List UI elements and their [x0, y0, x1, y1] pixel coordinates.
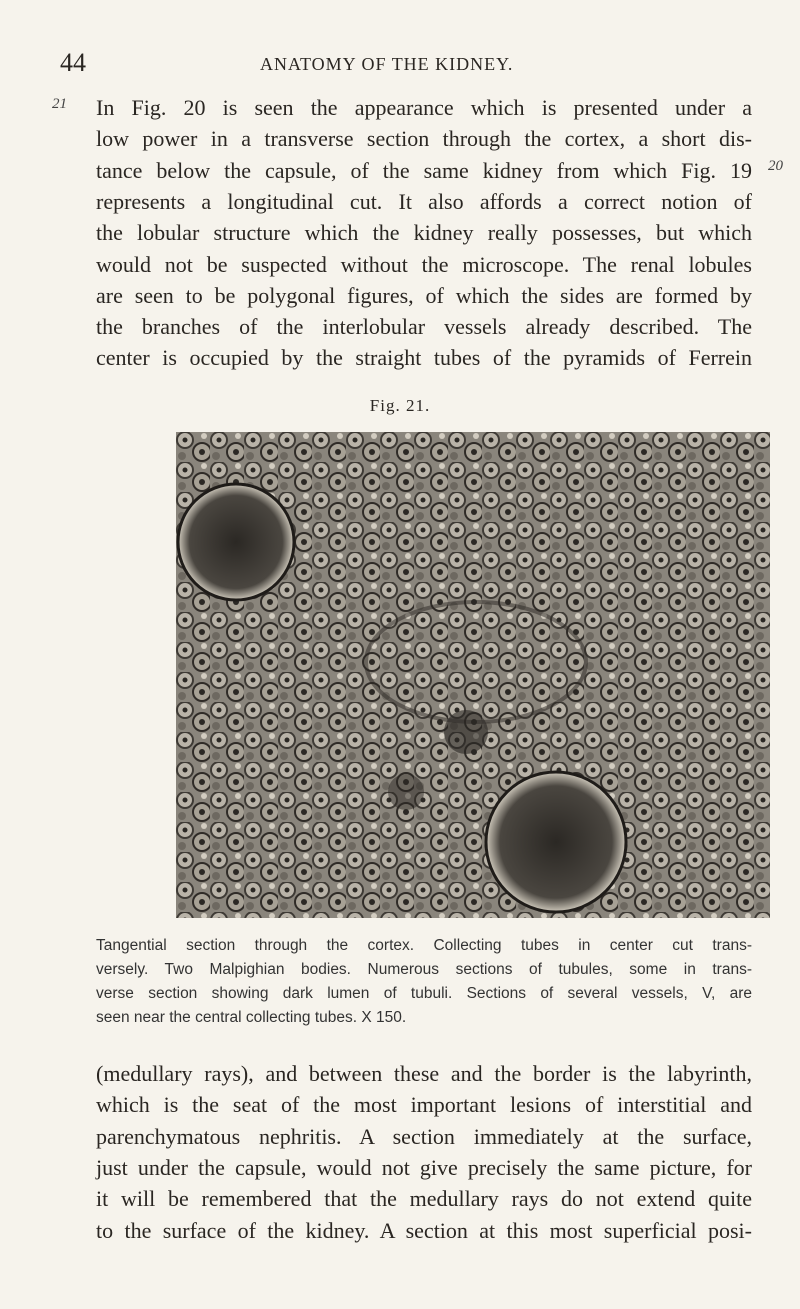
- text-line: tance below the capsule, of the same kid…: [96, 157, 752, 183]
- text-line: it will be remembered that the medullary…: [96, 1186, 752, 1212]
- text-line: parenchymatous nephritis. A section imme…: [96, 1123, 752, 1149]
- caption-line: Tangential section through the cortex. C…: [96, 937, 752, 954]
- text-line: center is occupied by the straight tubes…: [96, 345, 752, 371]
- text-line: represents a longitudinal cut. It also a…: [96, 188, 752, 214]
- text-line: the branches of the interlobular vessels…: [96, 314, 752, 340]
- figure-image: [176, 432, 770, 918]
- caption-line: versely. Two Malpighian bodies. Numerous…: [96, 961, 752, 978]
- text-line: which is the seat of the most important …: [96, 1092, 752, 1118]
- text-line: would not be suspected without the micro…: [96, 251, 752, 277]
- margin-note: 20: [768, 158, 783, 174]
- text-line: In Fig. 20 is seen the appearance which …: [96, 95, 752, 120]
- text-line: (medullary rays), and between these and …: [96, 1061, 752, 1086]
- running-title: ANATOMY OF THE KIDNEY.: [260, 54, 514, 74]
- text-line: low power in a transverse section throug…: [96, 126, 752, 152]
- text-line: the lobular structure which the kidney r…: [96, 220, 752, 246]
- margin-note: 21: [52, 96, 67, 112]
- text-line: are seen to be polygonal figures, of whi…: [96, 282, 752, 308]
- text-line: just under the capsule, would not give p…: [96, 1154, 752, 1180]
- figure-label: Fig. 21.: [369, 396, 431, 415]
- caption-line: verse section showing dark lumen of tubu…: [96, 985, 752, 1002]
- text-line: to the surface of the kidney. A section …: [96, 1217, 752, 1243]
- page-number: 44: [60, 48, 86, 77]
- caption-line: seen near the central collecting tubes. …: [96, 1009, 407, 1026]
